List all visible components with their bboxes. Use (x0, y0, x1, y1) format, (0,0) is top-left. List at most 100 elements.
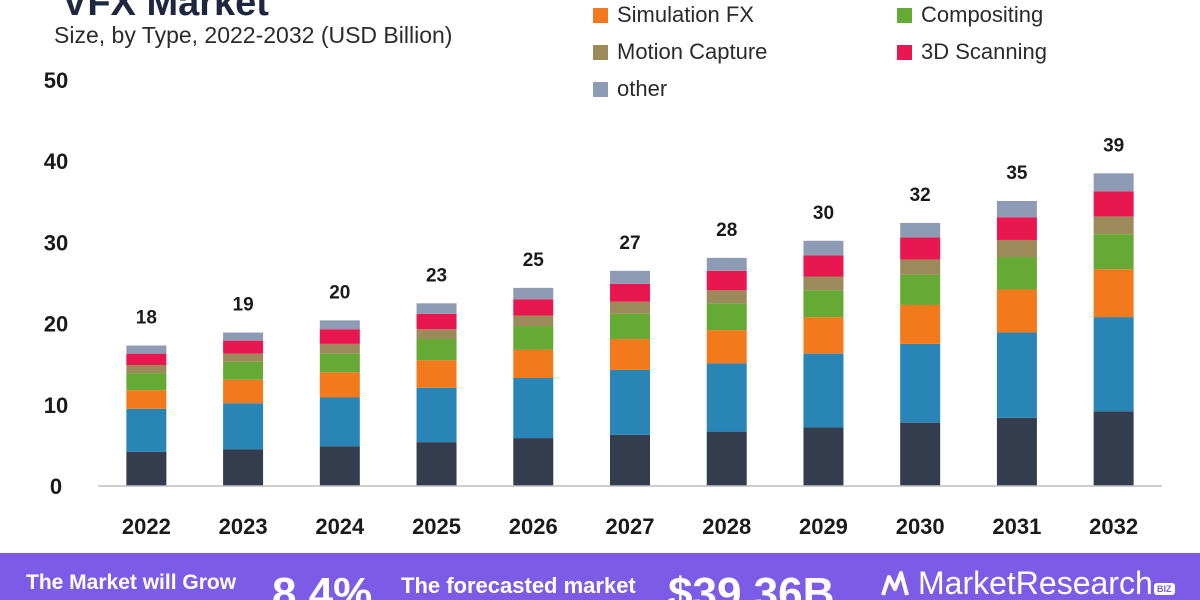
chart-title: VFX Market (62, 0, 269, 24)
brand-logo: MarketResearch (880, 565, 1153, 600)
legend-item-other: other (593, 76, 667, 102)
total-labels-group: 18 19 20 23 25 27 28 30 32 35 39 (136, 135, 1124, 328)
bar-segment (803, 240, 844, 256)
bar-segment (513, 299, 554, 316)
x-tick-label: 2026 (509, 514, 558, 539)
brand-suffix-badge: BIZ (1154, 583, 1175, 595)
y-tick-label: 30 (44, 230, 68, 255)
bar-segment (126, 408, 167, 452)
legend-label-compositing: Compositing (921, 2, 1044, 27)
legend-swatch-3d-scanning (897, 44, 912, 60)
total-label: 20 (329, 282, 350, 303)
x-tick-label: 2025 (412, 514, 461, 539)
bar-segment (996, 332, 1037, 418)
bar-segment (513, 287, 554, 300)
bar-segment (416, 329, 457, 340)
bar-segment (513, 349, 554, 379)
footer-cagr-value: 8.4% (272, 569, 373, 600)
y-axis: 0 10 20 30 40 50 (44, 68, 68, 499)
bar-segment (223, 379, 264, 404)
bar-segment (1093, 216, 1134, 235)
bar-segment (706, 431, 747, 486)
x-tick-label: 2022 (122, 514, 171, 539)
legend-swatch-compositing (897, 7, 912, 23)
y-tick-label: 10 (44, 393, 68, 418)
bar-segment (223, 403, 264, 450)
bar-segment (610, 270, 650, 284)
bar-segment (319, 372, 360, 398)
bar-segment (416, 313, 457, 330)
bar-segment (126, 365, 167, 374)
bar-segment (900, 422, 941, 486)
chart-subtitle: Size, by Type, 2022-2032 (USD Billion) (54, 22, 453, 48)
bar-segment (706, 290, 747, 304)
y-tick-label: 20 (44, 312, 68, 337)
bar-segment (319, 353, 360, 373)
bar-segment (803, 317, 844, 354)
legend-label-motion-capture: Motion Capture (617, 39, 768, 64)
legend-item-compositing: Compositing (897, 2, 1043, 28)
bar-segment (706, 330, 747, 364)
bar-segment (416, 442, 457, 486)
bar-segment (996, 257, 1037, 290)
total-label: 30 (813, 203, 834, 224)
legend-label-3d-scanning: 3D Scanning (921, 39, 1047, 64)
bar-segment (803, 276, 844, 291)
bar-segment (513, 326, 554, 350)
bar-segment (223, 332, 264, 341)
bar-segment (610, 301, 650, 314)
x-tick-label: 2028 (702, 514, 751, 539)
total-label: 35 (1006, 163, 1028, 184)
brand-logo-icon (881, 570, 909, 596)
total-label: 23 (426, 265, 447, 286)
bar-segment (610, 283, 650, 302)
legend-item-simulation-fx: Simulation FX (593, 2, 754, 28)
x-tick-label: 2031 (992, 514, 1041, 539)
x-tick-label: 2027 (606, 514, 655, 539)
legend-item-3d-scanning: 3D Scanning (897, 39, 1047, 65)
bar-segment (706, 270, 747, 291)
bar-segment (1093, 173, 1134, 192)
footer-market-value: $39.36B (668, 569, 835, 600)
bar-segment (1093, 317, 1134, 412)
chart-legend: Simulation FX Compositing Motion Capture… (0, 0, 1200, 110)
bar-segment (513, 378, 554, 439)
bar-segment (996, 217, 1037, 240)
bar-segment (416, 360, 457, 388)
bars-group (126, 173, 1134, 486)
legend-swatch-motion-capture (593, 44, 608, 60)
x-tick-label: 2032 (1089, 514, 1138, 539)
bar-segment (319, 343, 360, 354)
bar-segment (223, 353, 264, 362)
total-label: 27 (619, 233, 640, 254)
bar-segment (900, 343, 941, 423)
bar-segment (1093, 234, 1134, 270)
bar-segment (1093, 411, 1134, 486)
bar-segment (803, 255, 844, 277)
x-axis: 2022 2023 2024 2025 2026 2027 2028 2029 2030 2031… (122, 514, 1138, 539)
footer-forecast-text: The forecasted market (401, 573, 636, 598)
x-tick-label: 2029 (799, 514, 848, 539)
total-label: 25 (523, 250, 545, 271)
bar-segment (416, 387, 457, 443)
bar-segment (513, 315, 554, 327)
bar-segment (996, 417, 1037, 486)
bar-segment (610, 313, 650, 340)
bar-segment (126, 451, 167, 486)
bar-segment (319, 446, 360, 486)
legend-swatch-other (593, 81, 608, 97)
bar-segment (900, 304, 941, 344)
bar-segment (996, 239, 1037, 258)
bar-segment (223, 361, 264, 380)
bar-segment (706, 303, 747, 331)
bar-segment (416, 339, 457, 361)
bar-segment (996, 200, 1037, 218)
bar-segment (803, 290, 844, 318)
bar-segment (706, 257, 747, 271)
bar-segment (900, 222, 941, 238)
bar-segment (1093, 191, 1134, 217)
legend-label-other: other (617, 76, 668, 101)
bar-segment (900, 274, 941, 305)
y-tick-label: 40 (44, 149, 68, 174)
